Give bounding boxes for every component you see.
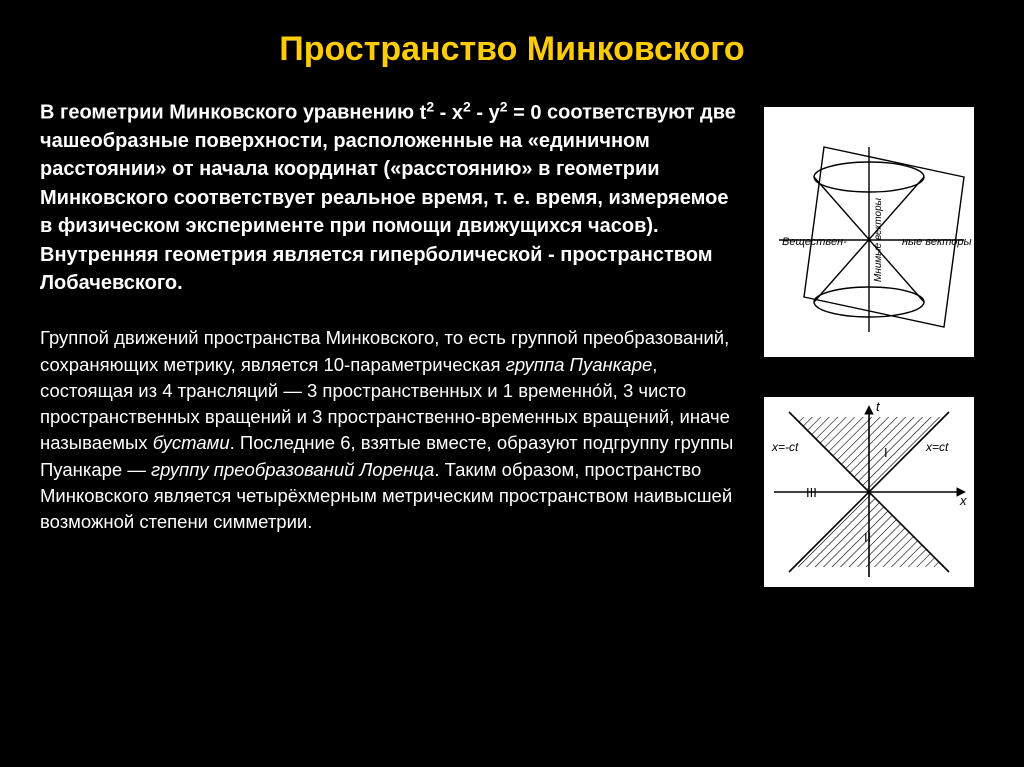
eq-sup1: 2 <box>426 98 434 114</box>
boosts-term: бустами <box>153 432 230 453</box>
eq-minus2: - <box>471 102 489 124</box>
page-title: Пространство Минковского <box>40 30 984 69</box>
region-3-label: III <box>806 485 817 500</box>
p1-post: соответствуют две чашеобразные поверхнос… <box>40 102 736 294</box>
eq-y: y <box>489 102 500 124</box>
eq-sup2: 2 <box>463 98 471 114</box>
label-real-left: Веществен- <box>782 236 847 248</box>
spacetime-diagram: t x x=-ct x=ct I II III <box>764 397 974 587</box>
light-cone-diagram: Веществен- ные векторы Мнимые векторы <box>764 107 974 357</box>
eq-minus1: - <box>434 102 452 124</box>
spacetime-svg: t x x=-ct x=ct I II III <box>764 397 974 587</box>
eq-eqzero: = 0 <box>508 102 542 124</box>
region-1-label: I <box>884 445 888 460</box>
lorentz-group: группу преобразований Лоренца <box>151 459 434 480</box>
content-row: В геометрии Минковского уравнению t2 - x… <box>40 97 984 587</box>
label-real-right: ные векторы <box>902 236 972 248</box>
axis-t-label: t <box>876 399 881 414</box>
poincare-group: группа Пуанкаре <box>506 354 653 375</box>
diagram-column: Веществен- ные векторы Мнимые векторы <box>764 97 984 587</box>
label-x-ct: x=ct <box>925 440 949 454</box>
region-2-label: II <box>864 530 871 545</box>
equation: t2 - x2 - y2 = 0 <box>420 102 542 124</box>
text-column: В геометрии Минковского уравнению t2 - x… <box>40 97 744 587</box>
label-imaginary: Мнимые векторы <box>873 197 884 282</box>
axis-x-label: x <box>959 493 967 508</box>
eq-x: x <box>452 102 463 124</box>
label-x-neg-ct: x=-ct <box>771 440 799 454</box>
paragraph-1: В геометрии Минковского уравнению t2 - x… <box>40 97 744 297</box>
eq-sup3: 2 <box>500 98 508 114</box>
p1-pre: В геометрии Минковского уравнению <box>40 102 420 124</box>
light-cone-svg: Веществен- ные векторы Мнимые векторы <box>764 107 974 357</box>
paragraph-2: Группой движений пространства Минковског… <box>40 325 744 535</box>
